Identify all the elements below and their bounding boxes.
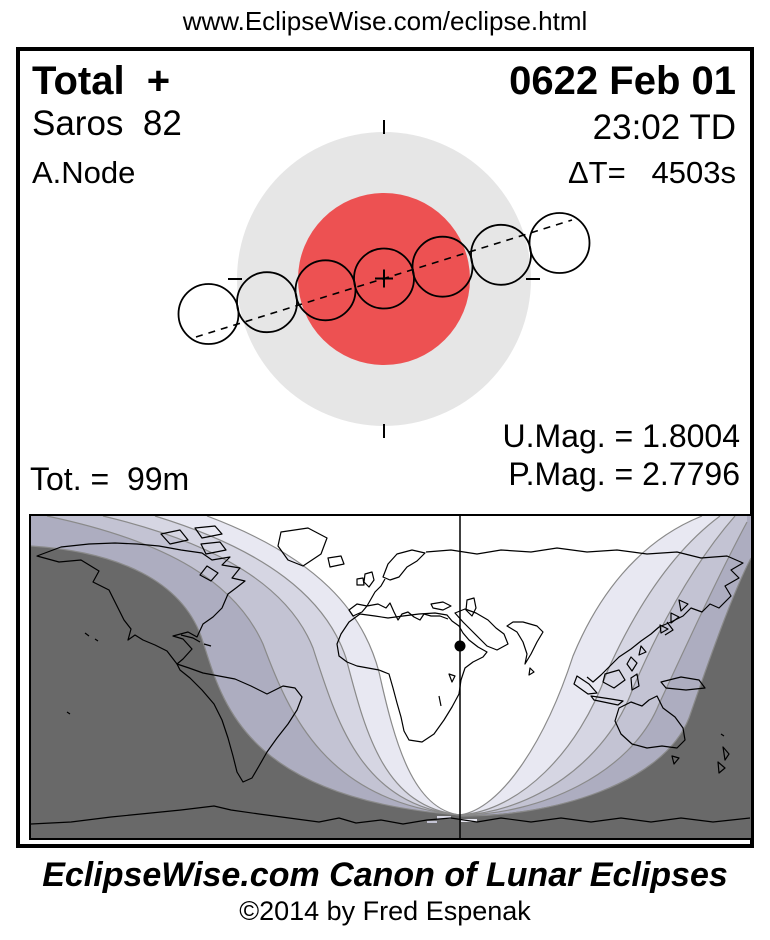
moon-disk (528, 212, 591, 274)
greenland-outline (277, 527, 328, 567)
australia-outline (614, 695, 686, 765)
total-duration: Tot. = 99m (30, 461, 190, 497)
india-outline (506, 621, 544, 676)
black-sea-outline (430, 601, 452, 611)
canon-title: EclipseWise.com Canon of Lunar Eclipses (42, 856, 728, 894)
copyright-line: ©2014 by Fred Espenak (239, 896, 531, 926)
umbral-magnitude: U.Mag. = 1.8004 (502, 418, 740, 454)
pacific-islands-outline (66, 632, 725, 737)
greatest-eclipse-cross-icon (375, 269, 393, 288)
penumbra-ticks (228, 120, 540, 438)
map-band-boundaries (31, 516, 751, 817)
africa-outline (336, 612, 488, 743)
south-america-outline (176, 663, 303, 783)
continent-outlines (31, 525, 751, 825)
eclipse-time: 23:02 TD (592, 108, 736, 147)
europe-outline (348, 578, 449, 621)
node-label: A.Node (32, 155, 136, 190)
antarctica-outline (31, 805, 751, 825)
north-america-outline (36, 542, 246, 665)
page-url: www.EclipseWise.com/eclipse.html (182, 6, 588, 36)
magnitudes-block: U.Mag. = 1.8004 P.Mag. = 2.7796 (503, 417, 740, 493)
delta-t-value: ΔT= 4503s (567, 155, 736, 190)
eclipse-date: 0622 Feb 01 (509, 59, 736, 103)
eclipse-type-label: Total + (32, 59, 171, 103)
arabia-outline (454, 608, 509, 651)
greatest-eclipse-zenith-dot (454, 640, 466, 652)
saros-label: Saros 82 (32, 104, 182, 143)
indonesia-outline (573, 669, 706, 706)
arctic-islands-outline (160, 525, 345, 568)
eclipse-card: Total + Saros 82 A.Node 0622 Feb 01 23:0… (16, 47, 754, 848)
penumbral-magnitude: P.Mag. = 2.7796 (508, 456, 740, 492)
visibility-map (29, 514, 753, 840)
korea-japan-outline (659, 599, 689, 636)
asia-outline (425, 547, 744, 683)
map-antarctic-dark-strip (31, 819, 751, 838)
eclipse-geometry-diagram (177, 120, 591, 438)
taiwan-philippines-outline (626, 645, 647, 672)
moon-disk (177, 283, 240, 345)
caribbean-outline (180, 634, 212, 647)
moon-disks (177, 212, 591, 345)
scandinavia-outline (382, 549, 426, 581)
map-full-visibility-region (207, 516, 702, 815)
british-isles-outline (356, 571, 375, 588)
visibility-map-svg (31, 516, 751, 838)
new-zealand-outline (717, 746, 730, 774)
hudson-bay-outline (199, 565, 219, 582)
